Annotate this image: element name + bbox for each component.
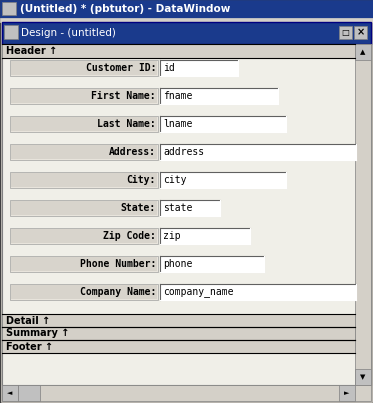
Bar [160, 172, 286, 188]
Bar [11, 285, 157, 299]
Bar [160, 228, 250, 244]
Bar [2, 385, 18, 401]
Text: city: city [163, 175, 186, 185]
Bar [160, 116, 286, 132]
Text: Address:: Address: [109, 147, 156, 157]
Bar [0, 0, 373, 18]
Bar [11, 229, 157, 243]
Bar [2, 385, 371, 401]
Bar [10, 60, 158, 76]
Bar [160, 200, 220, 216]
Text: ▼: ▼ [360, 374, 366, 380]
Text: Header ↑: Header ↑ [6, 46, 57, 56]
Text: phone: phone [163, 259, 192, 269]
Bar [11, 201, 157, 215]
Bar [160, 88, 278, 104]
Bar [11, 145, 157, 159]
Bar [339, 26, 352, 39]
Text: State:: State: [121, 203, 156, 213]
Text: City:: City: [126, 175, 156, 185]
Text: Last Name:: Last Name: [97, 119, 156, 129]
Text: Company Name:: Company Name: [79, 287, 156, 297]
Bar [160, 60, 238, 76]
Bar [11, 61, 157, 75]
Bar [10, 256, 158, 272]
Bar [160, 256, 264, 272]
Text: address: address [163, 147, 204, 157]
Bar [10, 88, 158, 104]
Bar [339, 385, 355, 401]
Bar [11, 117, 157, 131]
Text: lname: lname [163, 119, 192, 129]
Text: ▲: ▲ [360, 49, 366, 55]
Bar [10, 228, 158, 244]
Bar [2, 340, 355, 353]
Bar [355, 44, 371, 60]
Text: Phone Number:: Phone Number: [79, 259, 156, 269]
Text: Footer ↑: Footer ↑ [6, 341, 53, 351]
Bar [355, 369, 371, 385]
Bar [10, 144, 158, 160]
Text: company_name: company_name [163, 287, 233, 297]
Bar [2, 2, 16, 15]
Bar [160, 284, 356, 300]
Bar [355, 44, 371, 385]
Text: zip: zip [163, 231, 181, 241]
Bar [10, 284, 158, 300]
Bar [2, 314, 355, 327]
Bar [11, 257, 157, 271]
Bar [354, 26, 367, 39]
Bar [0, 18, 373, 22]
Text: ►: ► [344, 390, 350, 396]
Bar [2, 44, 355, 58]
Text: state: state [163, 203, 192, 213]
Text: Customer ID:: Customer ID: [85, 63, 156, 73]
Bar [160, 144, 356, 160]
Bar [2, 44, 371, 385]
Bar [10, 116, 158, 132]
Text: id: id [163, 63, 175, 73]
Bar [11, 173, 157, 187]
Text: □: □ [342, 28, 350, 37]
Text: First Name:: First Name: [91, 91, 156, 101]
Text: ×: × [357, 27, 364, 37]
Bar [11, 89, 157, 103]
Text: Detail ↑: Detail ↑ [6, 316, 50, 326]
Text: Zip Code:: Zip Code: [103, 231, 156, 241]
Text: ◄: ◄ [7, 390, 13, 396]
Text: Summary ↑: Summary ↑ [6, 328, 69, 339]
Bar [18, 385, 40, 401]
Bar [2, 22, 371, 44]
Bar [4, 25, 18, 39]
Bar [10, 200, 158, 216]
Text: fname: fname [163, 91, 192, 101]
Bar [2, 327, 355, 340]
Bar [10, 172, 158, 188]
Text: Design - (untitled): Design - (untitled) [21, 28, 116, 38]
Text: (Untitled) * (pbtutor) - DataWindow: (Untitled) * (pbtutor) - DataWindow [20, 4, 231, 14]
